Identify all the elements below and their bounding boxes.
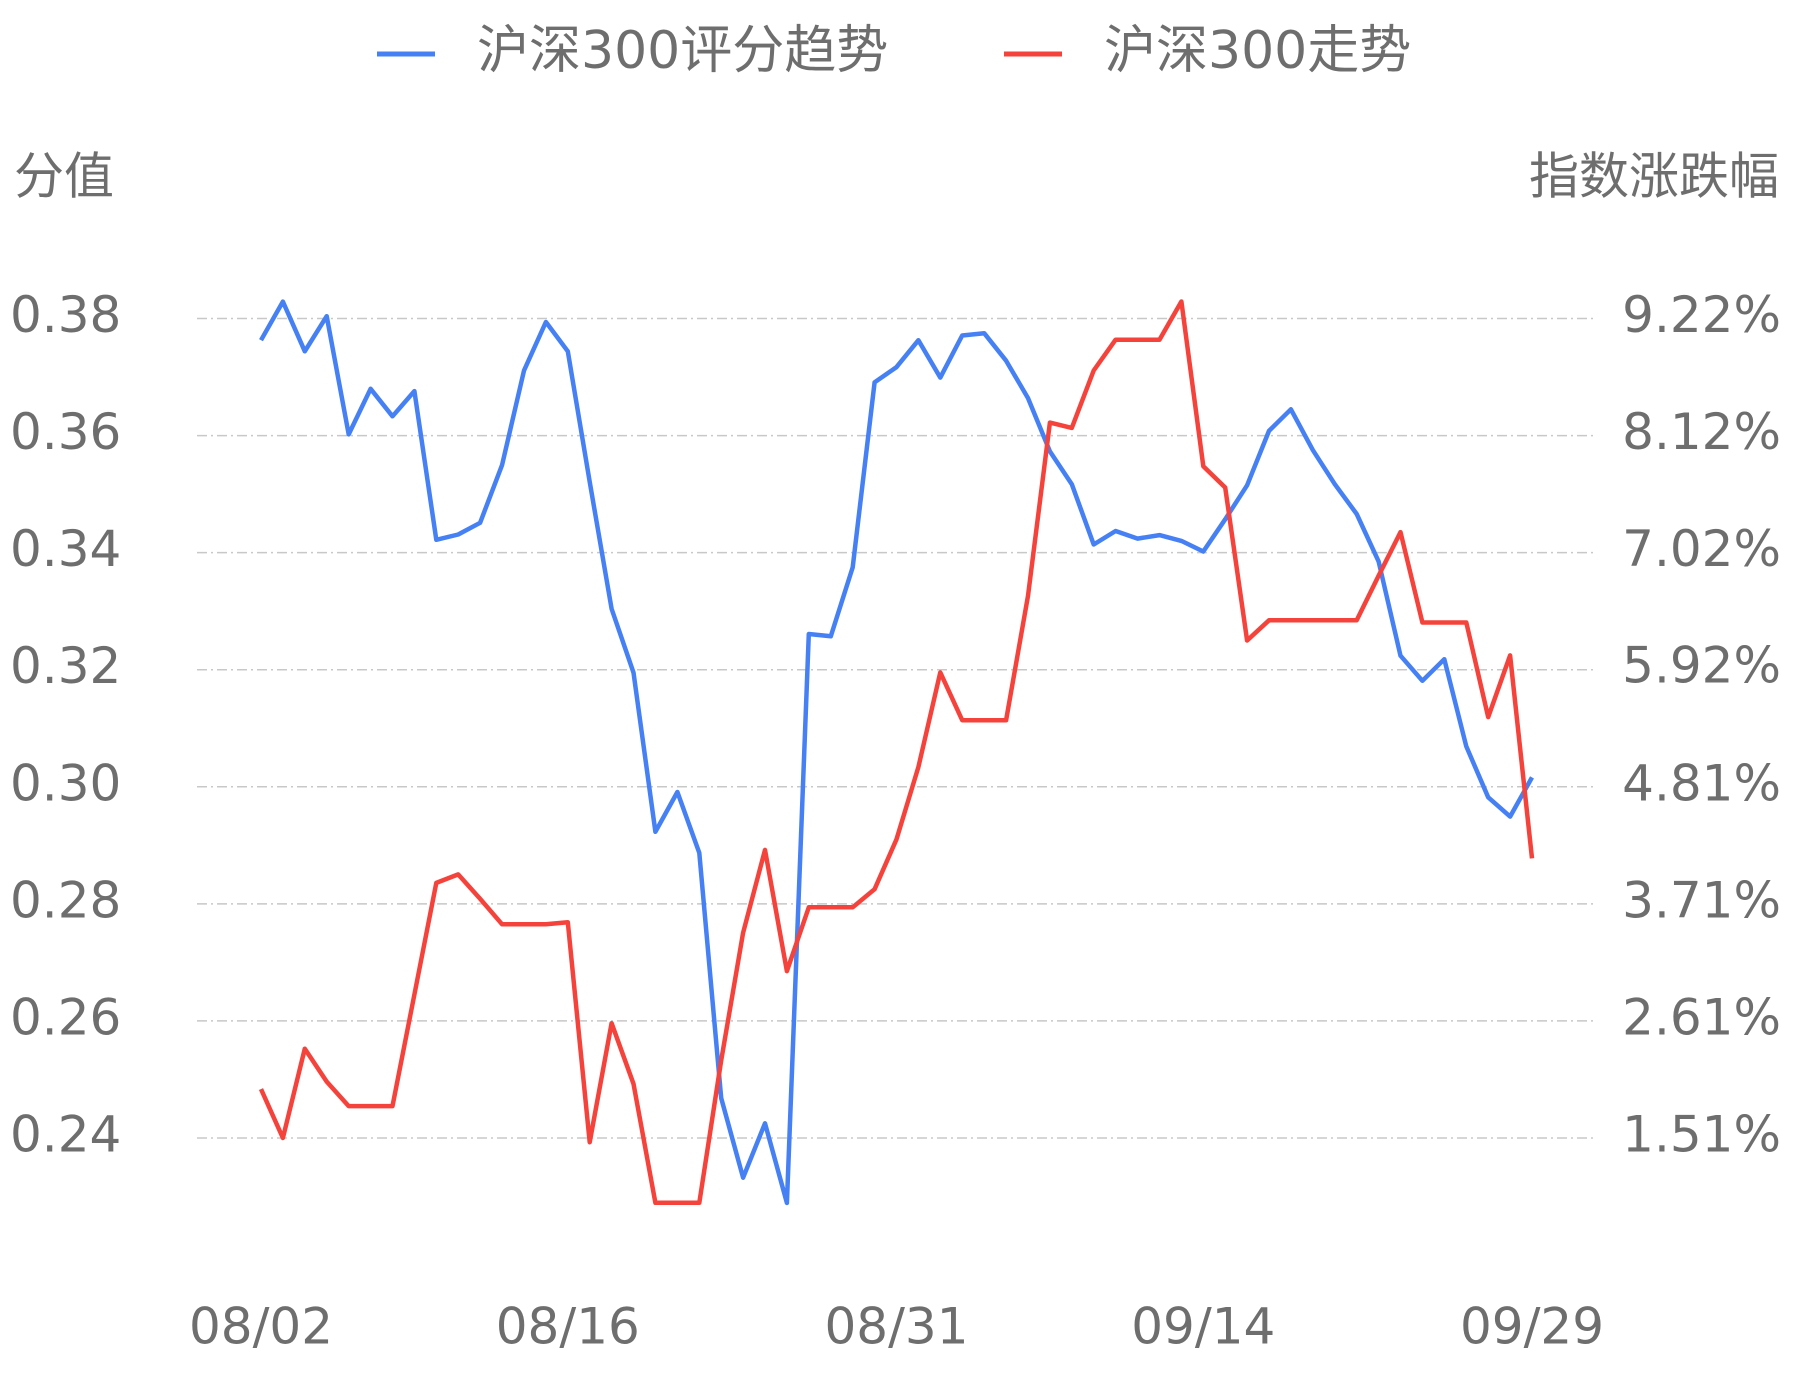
legend-label: 沪深300走势 — [1104, 21, 1411, 81]
series-line — [258, 299, 1535, 1206]
x-tick-label: 08/31 — [824, 1298, 968, 1356]
y2-tick-label: 3.71% — [1622, 872, 1781, 930]
y-tick-label: 0.28 — [10, 871, 121, 929]
y2-tick-label: 9.22% — [1622, 286, 1781, 344]
y-tick-label: 0.26 — [10, 988, 121, 1046]
x-tick-label: 09/14 — [1131, 1298, 1275, 1356]
y2-tick-label: 7.02% — [1622, 520, 1781, 578]
y2-tick-label: 1.51% — [1622, 1105, 1781, 1163]
y2-tick-label: 5.92% — [1622, 637, 1781, 695]
y-tick-label: 0.34 — [10, 520, 121, 578]
y2-tick-label: 8.12% — [1622, 403, 1781, 461]
x-tick-label: 08/02 — [189, 1298, 333, 1356]
x-tick-label: 09/29 — [1460, 1298, 1604, 1356]
y2-axis-title: 指数涨跌幅 — [1529, 148, 1779, 206]
y-tick-label: 0.32 — [10, 637, 121, 695]
y-tick-label: 0.24 — [10, 1105, 121, 1163]
y2-tick-label: 2.61% — [1622, 989, 1781, 1047]
y-tick-label: 0.30 — [10, 754, 121, 812]
y-axis-title: 分值 — [14, 148, 114, 206]
y2-tick-label: 4.81% — [1622, 755, 1781, 813]
legend-label: 沪深300评分趋势 — [477, 21, 888, 81]
y-tick-label: 0.36 — [10, 403, 121, 461]
x-tick-label: 08/16 — [496, 1298, 640, 1356]
series-line — [259, 299, 1534, 1206]
y-tick-label: 0.38 — [10, 286, 121, 344]
